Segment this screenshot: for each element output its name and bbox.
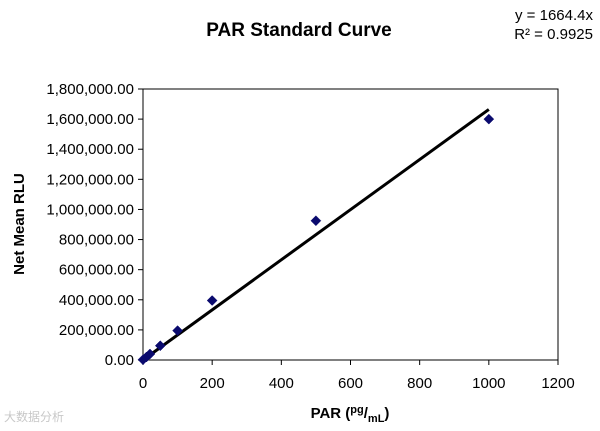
x-axis-unit-numerator: pg [350, 404, 363, 416]
data-point [154, 340, 166, 352]
data-point [172, 325, 183, 336]
y-axis: 0.00 200,000.00 400,000.00 600,000.00 800,00… [46, 81, 143, 369]
y-tick-label: 1,400,000.00 [46, 141, 134, 158]
x-tick-label: 1200 [541, 375, 574, 392]
y-tick-label: 1,800,000.00 [46, 81, 134, 98]
chart-title: PAR Standard Curve [206, 20, 391, 41]
y-tick-label: 400,000.00 [59, 292, 134, 309]
x-axis-label-close: ) [384, 405, 389, 422]
data-point [206, 295, 218, 306]
plot-area [142, 88, 559, 361]
data-point [310, 215, 322, 227]
data-points [137, 113, 495, 366]
data-point [144, 348, 156, 360]
x-tick-label: 600 [338, 375, 363, 392]
x-axis: 0 200 400 600 800 1000 1200 [139, 360, 575, 392]
x-axis-label: PAR (pg/mL) [311, 404, 390, 425]
y-tick-label: 1,600,000.00 [46, 111, 134, 128]
data-point [483, 113, 495, 125]
trendline-group [142, 108, 490, 362]
watermark: 大数据分析 [4, 410, 65, 424]
y-axis-label: Net Mean RLU [11, 173, 28, 275]
x-tick-label: 1000 [472, 375, 505, 392]
x-tick-label: 200 [200, 375, 225, 392]
y-tick-label: 1,200,000.00 [46, 171, 134, 188]
y-tick-label: 600,000.00 [59, 262, 134, 279]
y-tick-label: 800,000.00 [59, 232, 134, 249]
trendline-r-squared: R² = 0.9925 [514, 26, 593, 43]
x-axis-unit-denominator: mL [368, 413, 385, 425]
trendline-equation: y = 1664.4x [515, 7, 593, 24]
x-tick-label: 0 [139, 375, 147, 392]
y-tick-label: 1,000,000.00 [46, 201, 134, 218]
x-axis-label-main: PAR ( [311, 405, 351, 422]
x-tick-label: 400 [269, 375, 294, 392]
y-tick-label: 200,000.00 [59, 322, 134, 339]
y-tick-label: 0.00 [105, 352, 134, 369]
x-tick-label: 800 [407, 375, 432, 392]
x-axis-unit-slash: / [364, 405, 369, 422]
trendline [142, 108, 490, 362]
